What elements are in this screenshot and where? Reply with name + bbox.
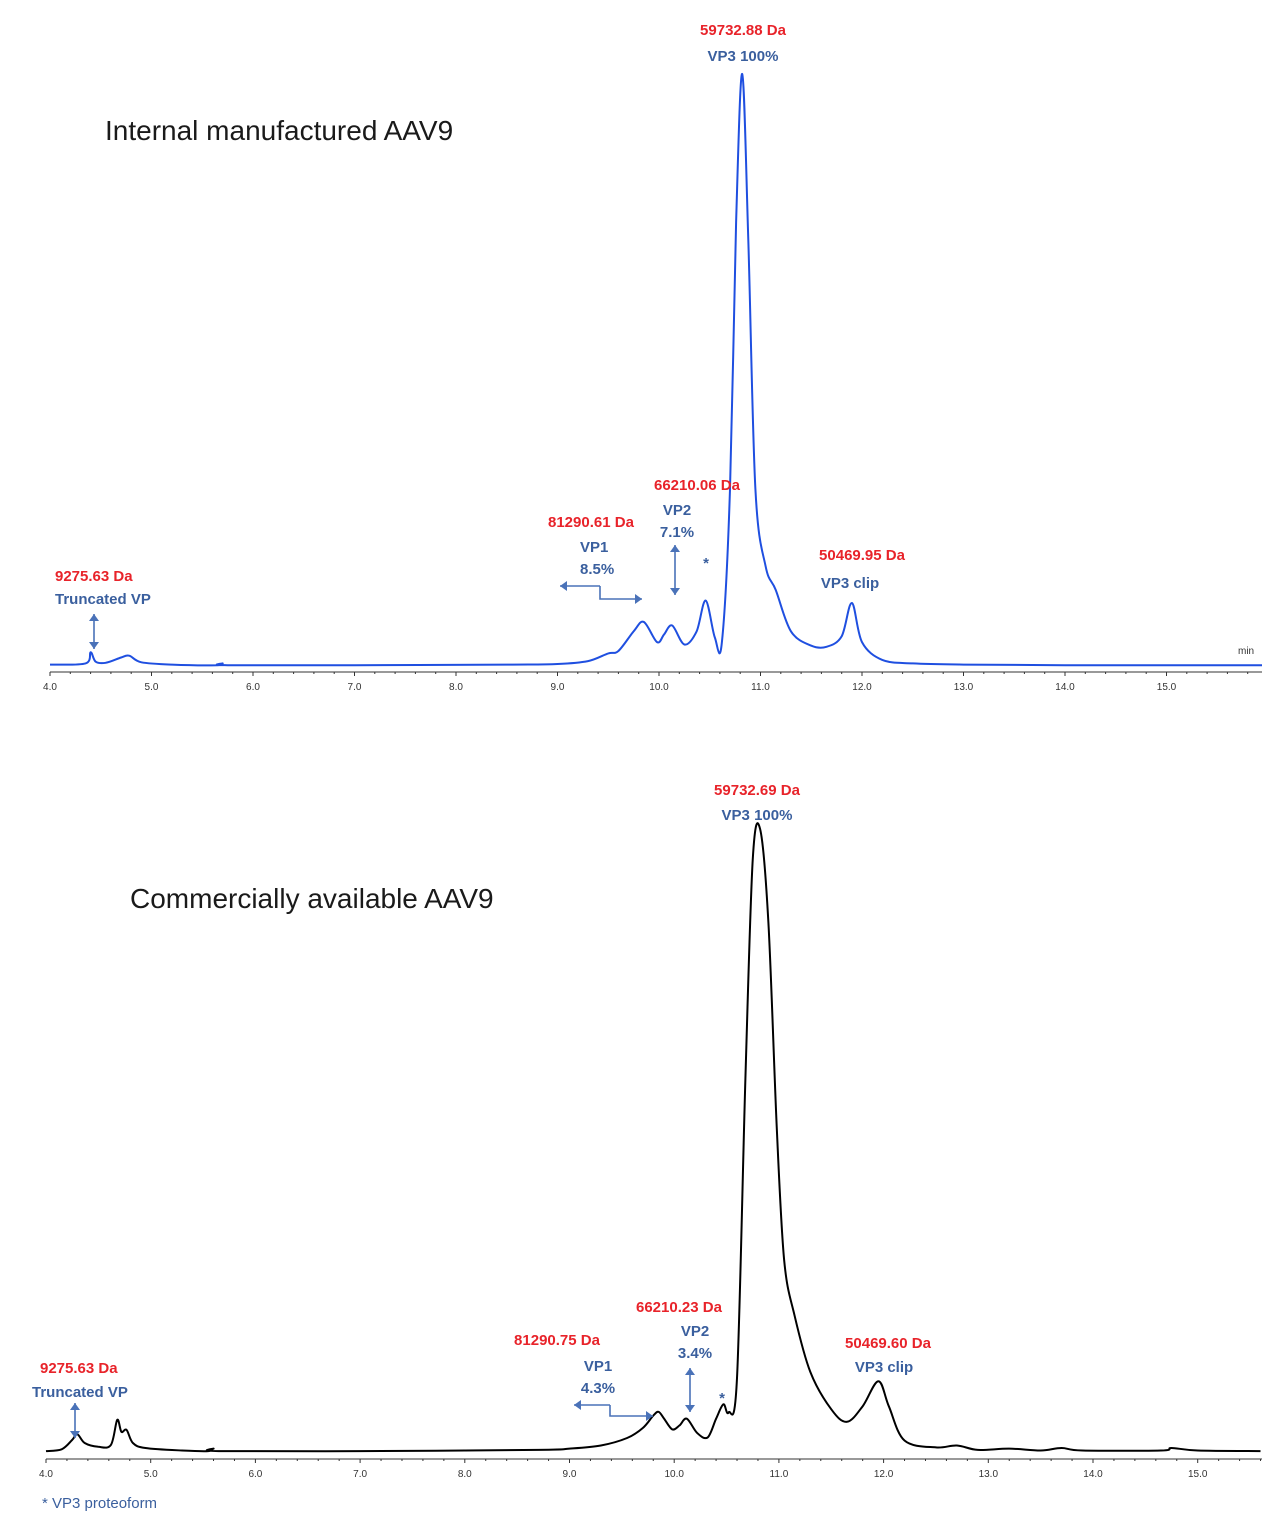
peak-annotation: 59732.69 Da VP3 100% <box>714 782 801 824</box>
arrowhead <box>89 642 99 649</box>
x-tick-label: 12.0 <box>874 1469 894 1480</box>
peak-label: 4.3% <box>581 1380 615 1397</box>
peak-annotation: 66210.23 Da VP2 3.4% <box>636 1299 723 1412</box>
x-tick-label: 9.0 <box>551 682 565 693</box>
mass-label: 9275.63 Da <box>40 1360 118 1377</box>
arrowhead <box>574 1400 581 1410</box>
proteoform-star: * <box>719 1390 725 1407</box>
arrowhead <box>685 1405 695 1412</box>
mass-label: 50469.60 Da <box>845 1335 932 1352</box>
peak-label: VP2 <box>663 502 691 519</box>
x-tick-label: 12.0 <box>852 682 872 693</box>
arrowhead <box>670 545 680 552</box>
x-tick-label: 7.0 <box>353 1469 367 1480</box>
x-tick-label: 11.0 <box>770 1469 789 1480</box>
mass-label: 66210.06 Da <box>654 477 741 494</box>
panel-title: Commercially available AAV9 <box>130 883 494 914</box>
chromatogram-trace <box>45 822 1261 1453</box>
x-tick-label: 8.0 <box>449 682 463 693</box>
peak-annotation: 9275.63 Da Truncated VP <box>32 1360 128 1438</box>
peak-label: 3.4% <box>678 1345 712 1362</box>
mass-label: 81290.61 Da <box>548 514 635 531</box>
x-tick-label: 5.0 <box>144 1469 158 1480</box>
peak-label: VP3 clip <box>855 1359 913 1376</box>
panel-title: Internal manufactured AAV9 <box>105 115 453 146</box>
arrowhead <box>70 1403 80 1410</box>
x-tick-label: 5.0 <box>145 682 159 693</box>
chart-panel-commercial: Commercially available AAV9 4.0 5.0 6.0 7.0… <box>32 782 1262 1480</box>
mass-label: 59732.69 Da <box>714 782 801 799</box>
x-axis-ticks: 4.0 5.0 6.0 7.0 8.0 9.0 10.0 11.0 12.0 13.0 14.0 15… <box>39 1459 1262 1480</box>
x-tick-label: 7.0 <box>348 682 362 693</box>
peak-annotation: 81290.61 Da VP1 8.5% <box>548 514 642 604</box>
x-tick-label: 15.0 <box>1188 1469 1208 1480</box>
x-tick-label: 15.0 <box>1157 682 1177 693</box>
x-tick-label: 13.0 <box>979 1469 999 1480</box>
peak-label: 7.1% <box>660 524 694 541</box>
mass-label: 66210.23 Da <box>636 1299 723 1316</box>
peak-label: VP1 <box>580 539 608 556</box>
x-tick-label: 14.0 <box>1083 1469 1103 1480</box>
mass-label: 59732.88 Da <box>700 22 787 39</box>
x-tick-label: 4.0 <box>43 682 57 693</box>
x-axis-unit-label: min <box>1238 646 1254 657</box>
arrowhead <box>670 588 680 595</box>
mass-label: 81290.75 Da <box>514 1332 601 1349</box>
peak-annotation: 50469.95 Da VP3 clip <box>819 547 906 592</box>
peak-annotation: 9275.63 Da Truncated VP <box>55 568 151 649</box>
peak-arrow <box>609 1405 653 1417</box>
x-tick-label: 11.0 <box>751 682 770 693</box>
x-axis-ticks: 4.0 5.0 6.0 7.0 8.0 9.0 10.0 11.0 12.0 13.0 14.0 15… <box>43 672 1249 693</box>
x-tick-label: 10.0 <box>664 1469 684 1480</box>
peak-label: VP3 clip <box>821 575 879 592</box>
x-tick-label: 6.0 <box>248 1469 262 1480</box>
proteoform-star: * <box>703 555 709 572</box>
x-tick-label: 13.0 <box>954 682 974 693</box>
x-tick-label: 8.0 <box>458 1469 472 1480</box>
arrowhead <box>560 581 567 591</box>
peak-label: VP3 100% <box>722 807 793 824</box>
peak-annotation: 59732.88 Da VP3 100% <box>700 22 787 65</box>
peak-annotation: 66210.06 Da VP2 7.1% <box>654 477 741 595</box>
arrowhead <box>70 1431 80 1438</box>
peak-annotation: 50469.60 Da VP3 clip <box>845 1335 932 1376</box>
x-tick-label: 9.0 <box>563 1469 577 1480</box>
peak-annotations: 9275.63 Da Truncated VP 81290.61 Da VP1 8.5%… <box>55 22 906 649</box>
peak-label: Truncated VP <box>55 591 151 608</box>
peak-arrow <box>599 586 642 600</box>
arrowhead <box>89 614 99 621</box>
arrowhead <box>646 1411 653 1421</box>
x-tick-label: 6.0 <box>246 682 260 693</box>
arrowhead <box>635 594 642 604</box>
peak-annotation: * <box>703 555 709 572</box>
footnote: * VP3 proteoform <box>42 1495 157 1512</box>
x-tick-label: 14.0 <box>1055 682 1075 693</box>
peak-label: VP1 <box>584 1358 612 1375</box>
mass-label: 50469.95 Da <box>819 547 906 564</box>
peak-label: VP2 <box>681 1323 709 1340</box>
peak-annotations: 9275.63 Da Truncated VP 81290.75 Da VP1 4.3%… <box>32 782 932 1438</box>
arrowhead <box>685 1368 695 1375</box>
chromatogram-trace <box>49 72 1262 667</box>
peak-annotation: * <box>719 1390 725 1407</box>
x-tick-label: 10.0 <box>649 682 669 693</box>
peak-label: 8.5% <box>580 561 614 578</box>
chart-panel-internal: Internal manufactured AAV9 4.0 5.0 6.0 7.0 8… <box>43 22 1262 693</box>
mass-label: 9275.63 Da <box>55 568 133 585</box>
peak-label: Truncated VP <box>32 1384 128 1401</box>
x-tick-label: 4.0 <box>39 1469 53 1480</box>
peak-annotation: 81290.75 Da VP1 4.3% <box>514 1332 653 1421</box>
peak-label: VP3 100% <box>708 48 779 65</box>
